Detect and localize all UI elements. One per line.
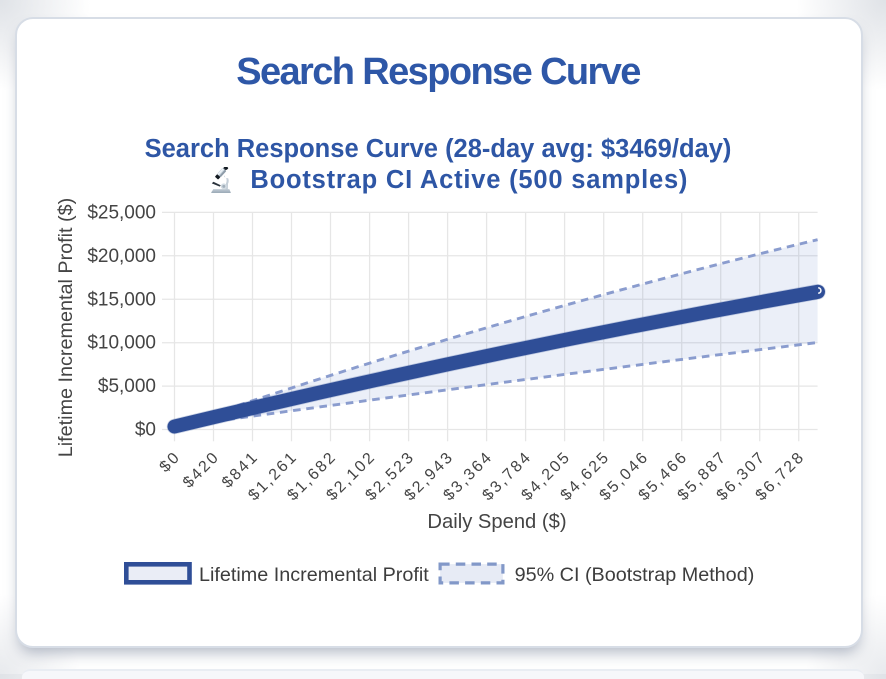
- svg-text:$0: $0: [135, 420, 156, 441]
- svg-text:Lifetime Incremental Profit ($: Lifetime Incremental Profit ($): [55, 198, 77, 457]
- svg-text:Lifetime Incremental Profit: Lifetime Incremental Profit: [199, 564, 429, 586]
- svg-text:$15,000: $15,000: [87, 289, 156, 310]
- svg-text:$10,000: $10,000: [87, 333, 156, 354]
- svg-text:$25,000: $25,000: [87, 202, 156, 223]
- svg-text:$420: $420: [180, 448, 223, 491]
- svg-text:$20,000: $20,000: [87, 246, 156, 267]
- svg-text:$5,000: $5,000: [98, 376, 156, 397]
- svg-text:$0: $0: [157, 448, 185, 476]
- svg-text:Daily Spend ($): Daily Spend ($): [427, 511, 566, 533]
- svg-text:95% CI (Bootstrap Method): 95% CI (Bootstrap Method): [515, 564, 755, 586]
